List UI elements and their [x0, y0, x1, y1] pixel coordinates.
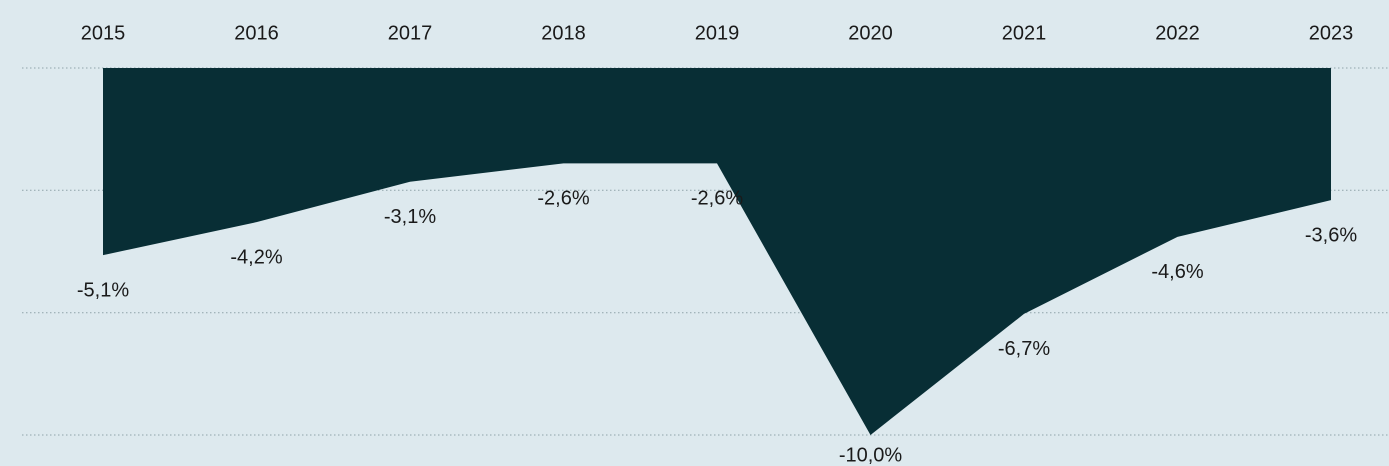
x-tick-label: 2016: [234, 22, 279, 44]
value-label: -3,6%: [1305, 224, 1357, 246]
area: [103, 68, 1331, 435]
x-tick-label: 2017: [388, 22, 433, 44]
x-tick-label: 2019: [695, 22, 740, 44]
x-tick-label: 2020: [848, 22, 893, 44]
value-label: -5,1%: [77, 279, 129, 301]
value-label: -3,1%: [384, 206, 436, 228]
value-label: -2,6%: [691, 188, 743, 210]
value-label: -2,6%: [537, 188, 589, 210]
x-tick-label: 2023: [1309, 22, 1354, 44]
x-tick-label: 2022: [1155, 22, 1200, 44]
value-label: -4,2%: [230, 246, 282, 268]
value-label: -10,0%: [839, 444, 903, 466]
x-tick-label: 2015: [81, 22, 126, 44]
x-tick-label: 2018: [541, 22, 586, 44]
value-label: -6,7%: [998, 338, 1050, 360]
value-label: -4,6%: [1151, 261, 1203, 283]
x-tick-label: 2021: [1002, 22, 1047, 44]
